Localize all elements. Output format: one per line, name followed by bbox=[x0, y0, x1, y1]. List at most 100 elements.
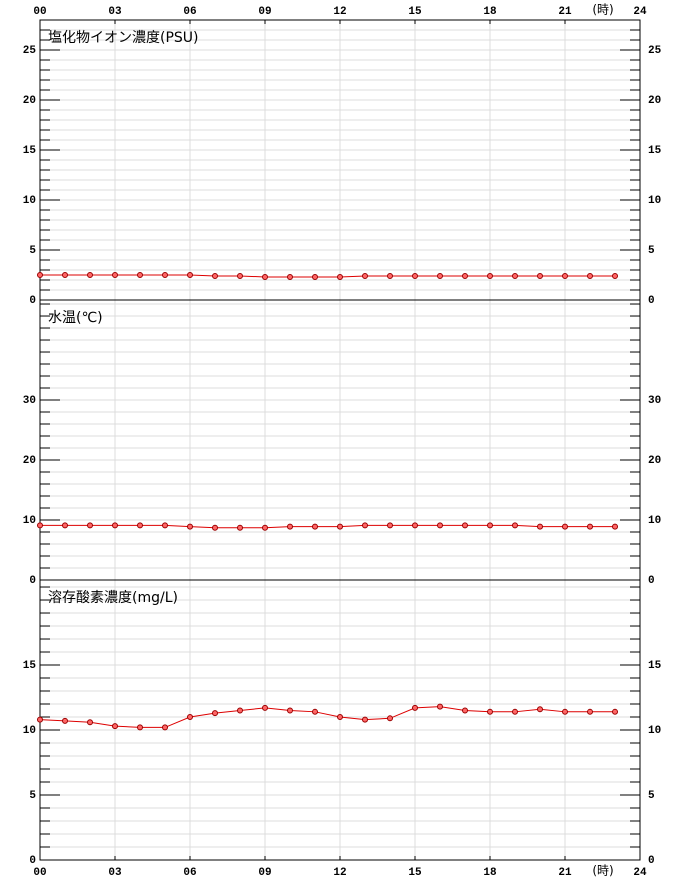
data-point bbox=[212, 524, 218, 531]
data-point bbox=[162, 522, 168, 529]
x-tick-label: 12 bbox=[333, 6, 346, 18]
data-point bbox=[487, 708, 493, 715]
chart-title: 塩化物イオン濃度(PSU) bbox=[48, 30, 199, 46]
y-tick-label: 15 bbox=[648, 145, 662, 157]
data-point bbox=[537, 523, 543, 530]
data-point bbox=[612, 708, 618, 715]
data-point bbox=[337, 274, 343, 280]
chart-title: 溶存酸素濃度(mg/L) bbox=[48, 590, 178, 606]
data-point bbox=[37, 522, 43, 529]
x-tick-label: 09 bbox=[258, 6, 271, 18]
data-point bbox=[512, 708, 518, 715]
x-tick-label: 24 bbox=[633, 867, 647, 879]
data-point bbox=[437, 703, 443, 710]
data-point bbox=[412, 522, 418, 529]
data-point bbox=[362, 716, 368, 723]
data-point bbox=[62, 717, 68, 724]
data-point bbox=[562, 708, 568, 715]
data-point bbox=[37, 716, 43, 723]
x-tick-label: 06 bbox=[183, 6, 196, 18]
data-point bbox=[112, 522, 118, 529]
x-tick-label: 18 bbox=[483, 867, 497, 879]
data-point bbox=[312, 523, 318, 530]
data-point bbox=[187, 714, 193, 721]
data-point bbox=[87, 272, 93, 278]
y-tick-label: 10 bbox=[23, 515, 36, 527]
data-point bbox=[612, 273, 618, 279]
y-tick-label: 0 bbox=[29, 575, 36, 587]
data-point bbox=[87, 522, 93, 529]
y-tick-label: 10 bbox=[23, 195, 36, 207]
y-tick-label: 25 bbox=[23, 45, 37, 57]
data-point bbox=[287, 274, 293, 280]
y-tick-label: 30 bbox=[23, 395, 36, 407]
data-point bbox=[387, 522, 393, 529]
data-point bbox=[462, 707, 468, 714]
data-point bbox=[262, 524, 268, 531]
y-tick-label: 20 bbox=[23, 455, 36, 467]
x-unit-label: (時) bbox=[592, 864, 613, 878]
data-point bbox=[387, 273, 393, 279]
y-tick-label: 0 bbox=[648, 295, 655, 307]
y-tick-label: 15 bbox=[648, 660, 662, 672]
y-tick-label: 5 bbox=[648, 245, 655, 257]
data-point bbox=[337, 714, 343, 721]
data-point bbox=[487, 522, 493, 529]
x-tick-label: 00 bbox=[33, 867, 46, 879]
data-point bbox=[162, 272, 168, 278]
y-tick-label: 30 bbox=[648, 395, 661, 407]
data-point bbox=[237, 273, 243, 279]
data-point bbox=[137, 724, 143, 731]
y-tick-label: 5 bbox=[648, 790, 655, 802]
data-point bbox=[287, 707, 293, 714]
data-point bbox=[512, 273, 518, 279]
data-point bbox=[237, 524, 243, 531]
data-point bbox=[237, 707, 243, 714]
data-line bbox=[40, 524, 615, 529]
y-tick-label: 5 bbox=[29, 245, 36, 257]
data-point bbox=[462, 273, 468, 279]
y-tick-label: 0 bbox=[29, 295, 36, 307]
data-point bbox=[412, 704, 418, 711]
data-point bbox=[37, 272, 43, 278]
data-point bbox=[587, 273, 593, 279]
data-point bbox=[437, 273, 443, 279]
data-point bbox=[137, 522, 143, 529]
data-point bbox=[437, 522, 443, 529]
y-tick-label: 15 bbox=[23, 660, 37, 672]
data-point bbox=[537, 706, 543, 713]
data-point bbox=[462, 522, 468, 529]
y-tick-label: 0 bbox=[29, 855, 36, 867]
data-point bbox=[112, 723, 118, 730]
data-point bbox=[362, 522, 368, 529]
y-tick-label: 25 bbox=[648, 45, 662, 57]
x-tick-label: 03 bbox=[108, 6, 122, 18]
data-point bbox=[187, 523, 193, 530]
data-point bbox=[212, 273, 218, 279]
y-tick-label: 10 bbox=[648, 725, 661, 737]
y-tick-label: 20 bbox=[23, 95, 36, 107]
x-tick-label: 03 bbox=[108, 867, 122, 879]
data-point bbox=[562, 523, 568, 530]
x-tick-label: 15 bbox=[408, 6, 422, 18]
data-point bbox=[487, 273, 493, 279]
data-point bbox=[587, 523, 593, 530]
data-point bbox=[87, 719, 93, 726]
data-point bbox=[512, 522, 518, 529]
y-tick-label: 0 bbox=[648, 575, 655, 587]
x-tick-label: 12 bbox=[333, 867, 346, 879]
x-tick-label: 21 bbox=[558, 6, 572, 18]
data-point bbox=[62, 522, 68, 529]
data-point bbox=[337, 523, 343, 530]
data-point bbox=[287, 523, 293, 530]
data-point bbox=[537, 273, 543, 279]
x-tick-label: 09 bbox=[258, 867, 271, 879]
data-point bbox=[612, 523, 618, 530]
y-tick-label: 10 bbox=[23, 725, 36, 737]
x-tick-label: 06 bbox=[183, 867, 196, 879]
data-point bbox=[137, 272, 143, 278]
y-tick-label: 10 bbox=[648, 195, 661, 207]
data-point bbox=[112, 272, 118, 278]
data-point bbox=[362, 273, 368, 279]
y-tick-label: 20 bbox=[648, 455, 661, 467]
